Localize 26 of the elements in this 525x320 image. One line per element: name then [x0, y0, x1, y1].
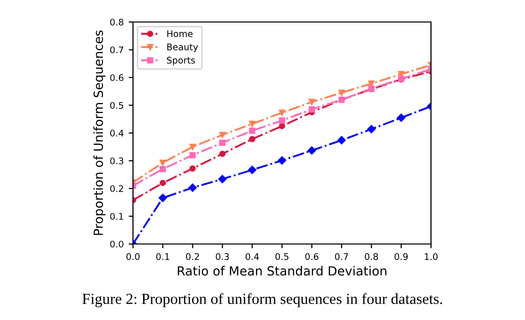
- x-tick-label: 0.2: [186, 253, 199, 260]
- legend-label: Home: [167, 30, 193, 38]
- y-tick-label: 0.7: [110, 46, 124, 54]
- x-tick-label: 0.0: [126, 253, 140, 260]
- x-tick-label: 0.1: [156, 253, 170, 260]
- x-tick-label: 0.4: [246, 253, 259, 260]
- y-tick-label: 0.3: [110, 157, 124, 164]
- legend-label: Sports: [167, 56, 195, 66]
- x-tick-label: 0.8: [364, 253, 378, 260]
- y-tick-label: 0.5: [110, 102, 124, 109]
- y-tick-label: 0.0: [110, 240, 124, 248]
- legend-label: Beauty: [167, 44, 198, 52]
- x-tick-label: 0.7: [335, 253, 348, 260]
- y-tick-label: 0.4: [110, 130, 124, 137]
- x-tick-label: 0.5: [275, 253, 288, 260]
- y-tick-label: 0.2: [110, 185, 124, 192]
- caption: Figure 2: Proportion of uniform sequences in four datasets.: [82, 293, 442, 308]
- y-tick-label: 0.1: [110, 212, 124, 220]
- y-tick-label: 0.8: [110, 18, 124, 26]
- y-axis-title: Proportion of Uniform Sequences: [93, 30, 106, 235]
- y-tick-label: 0.6: [110, 74, 124, 82]
- x-tick-label: 0.6: [305, 253, 318, 260]
- x-axis-title: Ratio of Mean Standard Deviation: [178, 266, 386, 276]
- x-tick-label: 1.0: [424, 253, 438, 260]
- x-tick-label: 0.9: [394, 253, 408, 260]
- x-tick-label: 0.3: [216, 253, 229, 260]
